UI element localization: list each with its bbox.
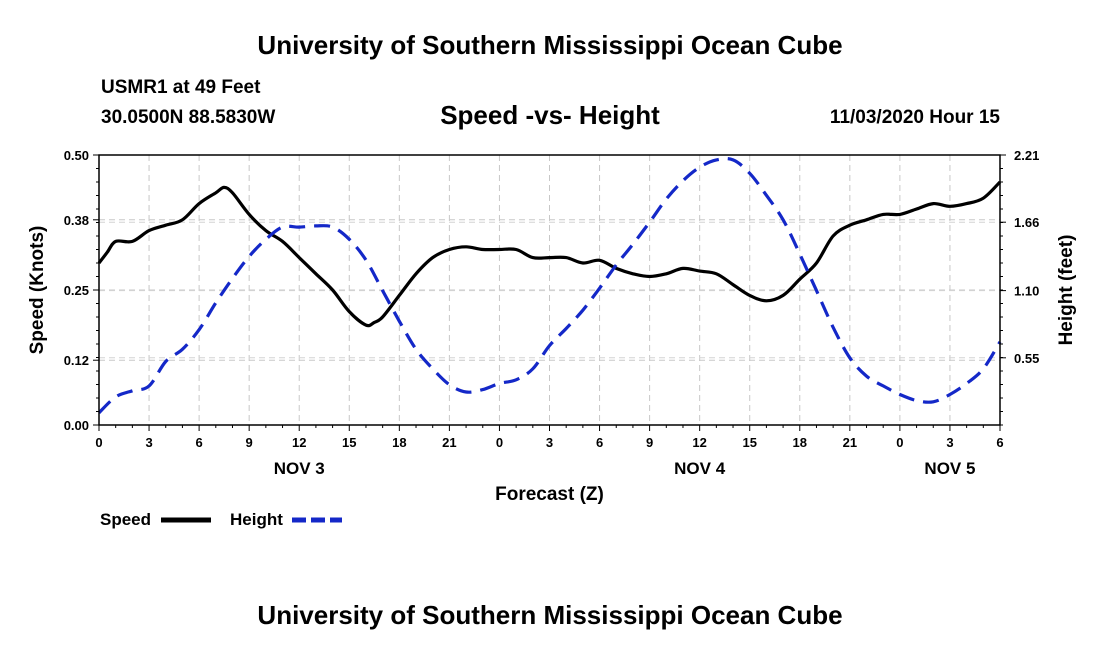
y-axis-title: Speed (Knots) — [27, 226, 48, 355]
x-tick-label: 0 — [95, 435, 102, 450]
y2-tick-label: 0.55 — [1014, 351, 1039, 366]
series-layer — [97, 156, 1002, 414]
x-tick-label: 6 — [596, 435, 603, 450]
y-tick-label: 0.50 — [64, 148, 89, 163]
y-tick-label: 0.12 — [64, 353, 89, 368]
x-tick-label: 9 — [646, 435, 653, 450]
x-tick-label: 9 — [246, 435, 253, 450]
axes: 0 3 6 9 12 15 18 21 0 3 6 9 12 15 18 21 0 3 6 0.00 0.12 0.25 0… — [64, 148, 1040, 478]
y-tick-label: 0.00 — [64, 418, 89, 433]
x-tick-label: 6 — [195, 435, 202, 450]
x-tick-label: 0 — [896, 435, 903, 450]
y2-axis-title: Height (feet) — [1056, 235, 1077, 346]
x-tick-label: 15 — [742, 435, 756, 450]
day-label: NOV 4 — [674, 459, 726, 478]
chart-title: Speed -vs- Height — [440, 100, 660, 130]
footer-title: University of Southern Mississippi Ocean… — [257, 600, 843, 630]
series-line-height — [97, 156, 1002, 414]
x-tick-label: 15 — [342, 435, 356, 450]
legend-speed-label: Speed — [100, 510, 151, 529]
x-tick-label: 3 — [145, 435, 152, 450]
header-title: University of Southern Mississippi Ocean… — [257, 30, 843, 60]
y-tick-label: 0.25 — [64, 283, 89, 298]
x-tick-label: 0 — [496, 435, 503, 450]
x-tick-label: 21 — [442, 435, 456, 450]
y2-tick-label: 2.21 — [1014, 148, 1039, 163]
series-line-speed — [97, 180, 1002, 328]
x-tick-label: 12 — [292, 435, 306, 450]
legend-height-label: Height — [230, 510, 283, 529]
legend: Speed Height — [100, 510, 342, 529]
x-tick-label: 18 — [392, 435, 406, 450]
y2-tick-label: 1.10 — [1014, 284, 1039, 299]
x-axis-title: Forecast (Z) — [495, 484, 604, 505]
station-label: USMR1 at 49 Feet — [101, 77, 261, 98]
x-tick-label: 3 — [946, 435, 953, 450]
day-label: NOV 3 — [274, 459, 325, 478]
y-tick-label: 0.38 — [64, 213, 89, 228]
y2-tick-label: 1.66 — [1014, 215, 1039, 230]
coordinates-label: 30.0500N 88.5830W — [101, 107, 276, 128]
x-tick-label: 3 — [546, 435, 553, 450]
day-label: NOV 5 — [924, 459, 975, 478]
x-tick-label: 18 — [793, 435, 807, 450]
x-tick-label: 6 — [996, 435, 1003, 450]
forecast-datetime: 11/03/2020 Hour 15 — [829, 107, 1000, 128]
x-tick-label: 21 — [843, 435, 857, 450]
x-tick-label: 12 — [692, 435, 706, 450]
